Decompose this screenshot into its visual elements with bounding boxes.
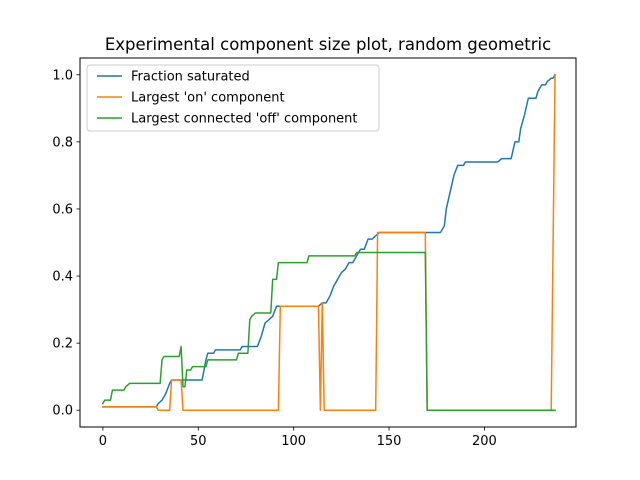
- y-tick-label: 1.0: [52, 68, 73, 83]
- y-tick-label: 0.8: [52, 135, 73, 150]
- plot-area: 0 50 100 150 200 0.0 0.2 0.4 0.6 0.8 1.0: [52, 57, 577, 449]
- legend-label-3: Largest connected 'off' component: [131, 112, 358, 127]
- y-tick-label: 0.2: [52, 337, 73, 352]
- series-line-3: [101, 251, 556, 411]
- legend-items: Fraction saturated Largest 'on' component…: [97, 70, 358, 127]
- series-line-1: [102, 73, 557, 408]
- x-axis: 0 50 100 150 200: [99, 427, 497, 449]
- series-line-2: [102, 74, 556, 411]
- legend: Fraction saturated Largest 'on' component…: [86, 64, 380, 132]
- x-tick-label: 100: [281, 434, 306, 449]
- legend-label-2: Largest 'on' component: [131, 91, 285, 106]
- y-tick-label: 0.0: [52, 404, 73, 419]
- x-tick-label: 0: [99, 434, 107, 449]
- x-tick-label: 150: [377, 434, 402, 449]
- chart-title: Experimental component size plot, random…: [105, 35, 551, 54]
- legend-label-1: Fraction saturated: [131, 70, 250, 85]
- legend-box: [86, 64, 380, 132]
- y-tick-label: 0.4: [52, 270, 73, 285]
- x-tick-label: 50: [190, 434, 207, 449]
- x-tick-label: 200: [472, 434, 497, 449]
- axes-frame: [79, 57, 577, 428]
- y-tick-label: 0.6: [52, 202, 73, 217]
- y-axis: 0.0 0.2 0.4 0.6 0.8 1.0: [52, 68, 80, 419]
- series-layer: [101, 73, 557, 411]
